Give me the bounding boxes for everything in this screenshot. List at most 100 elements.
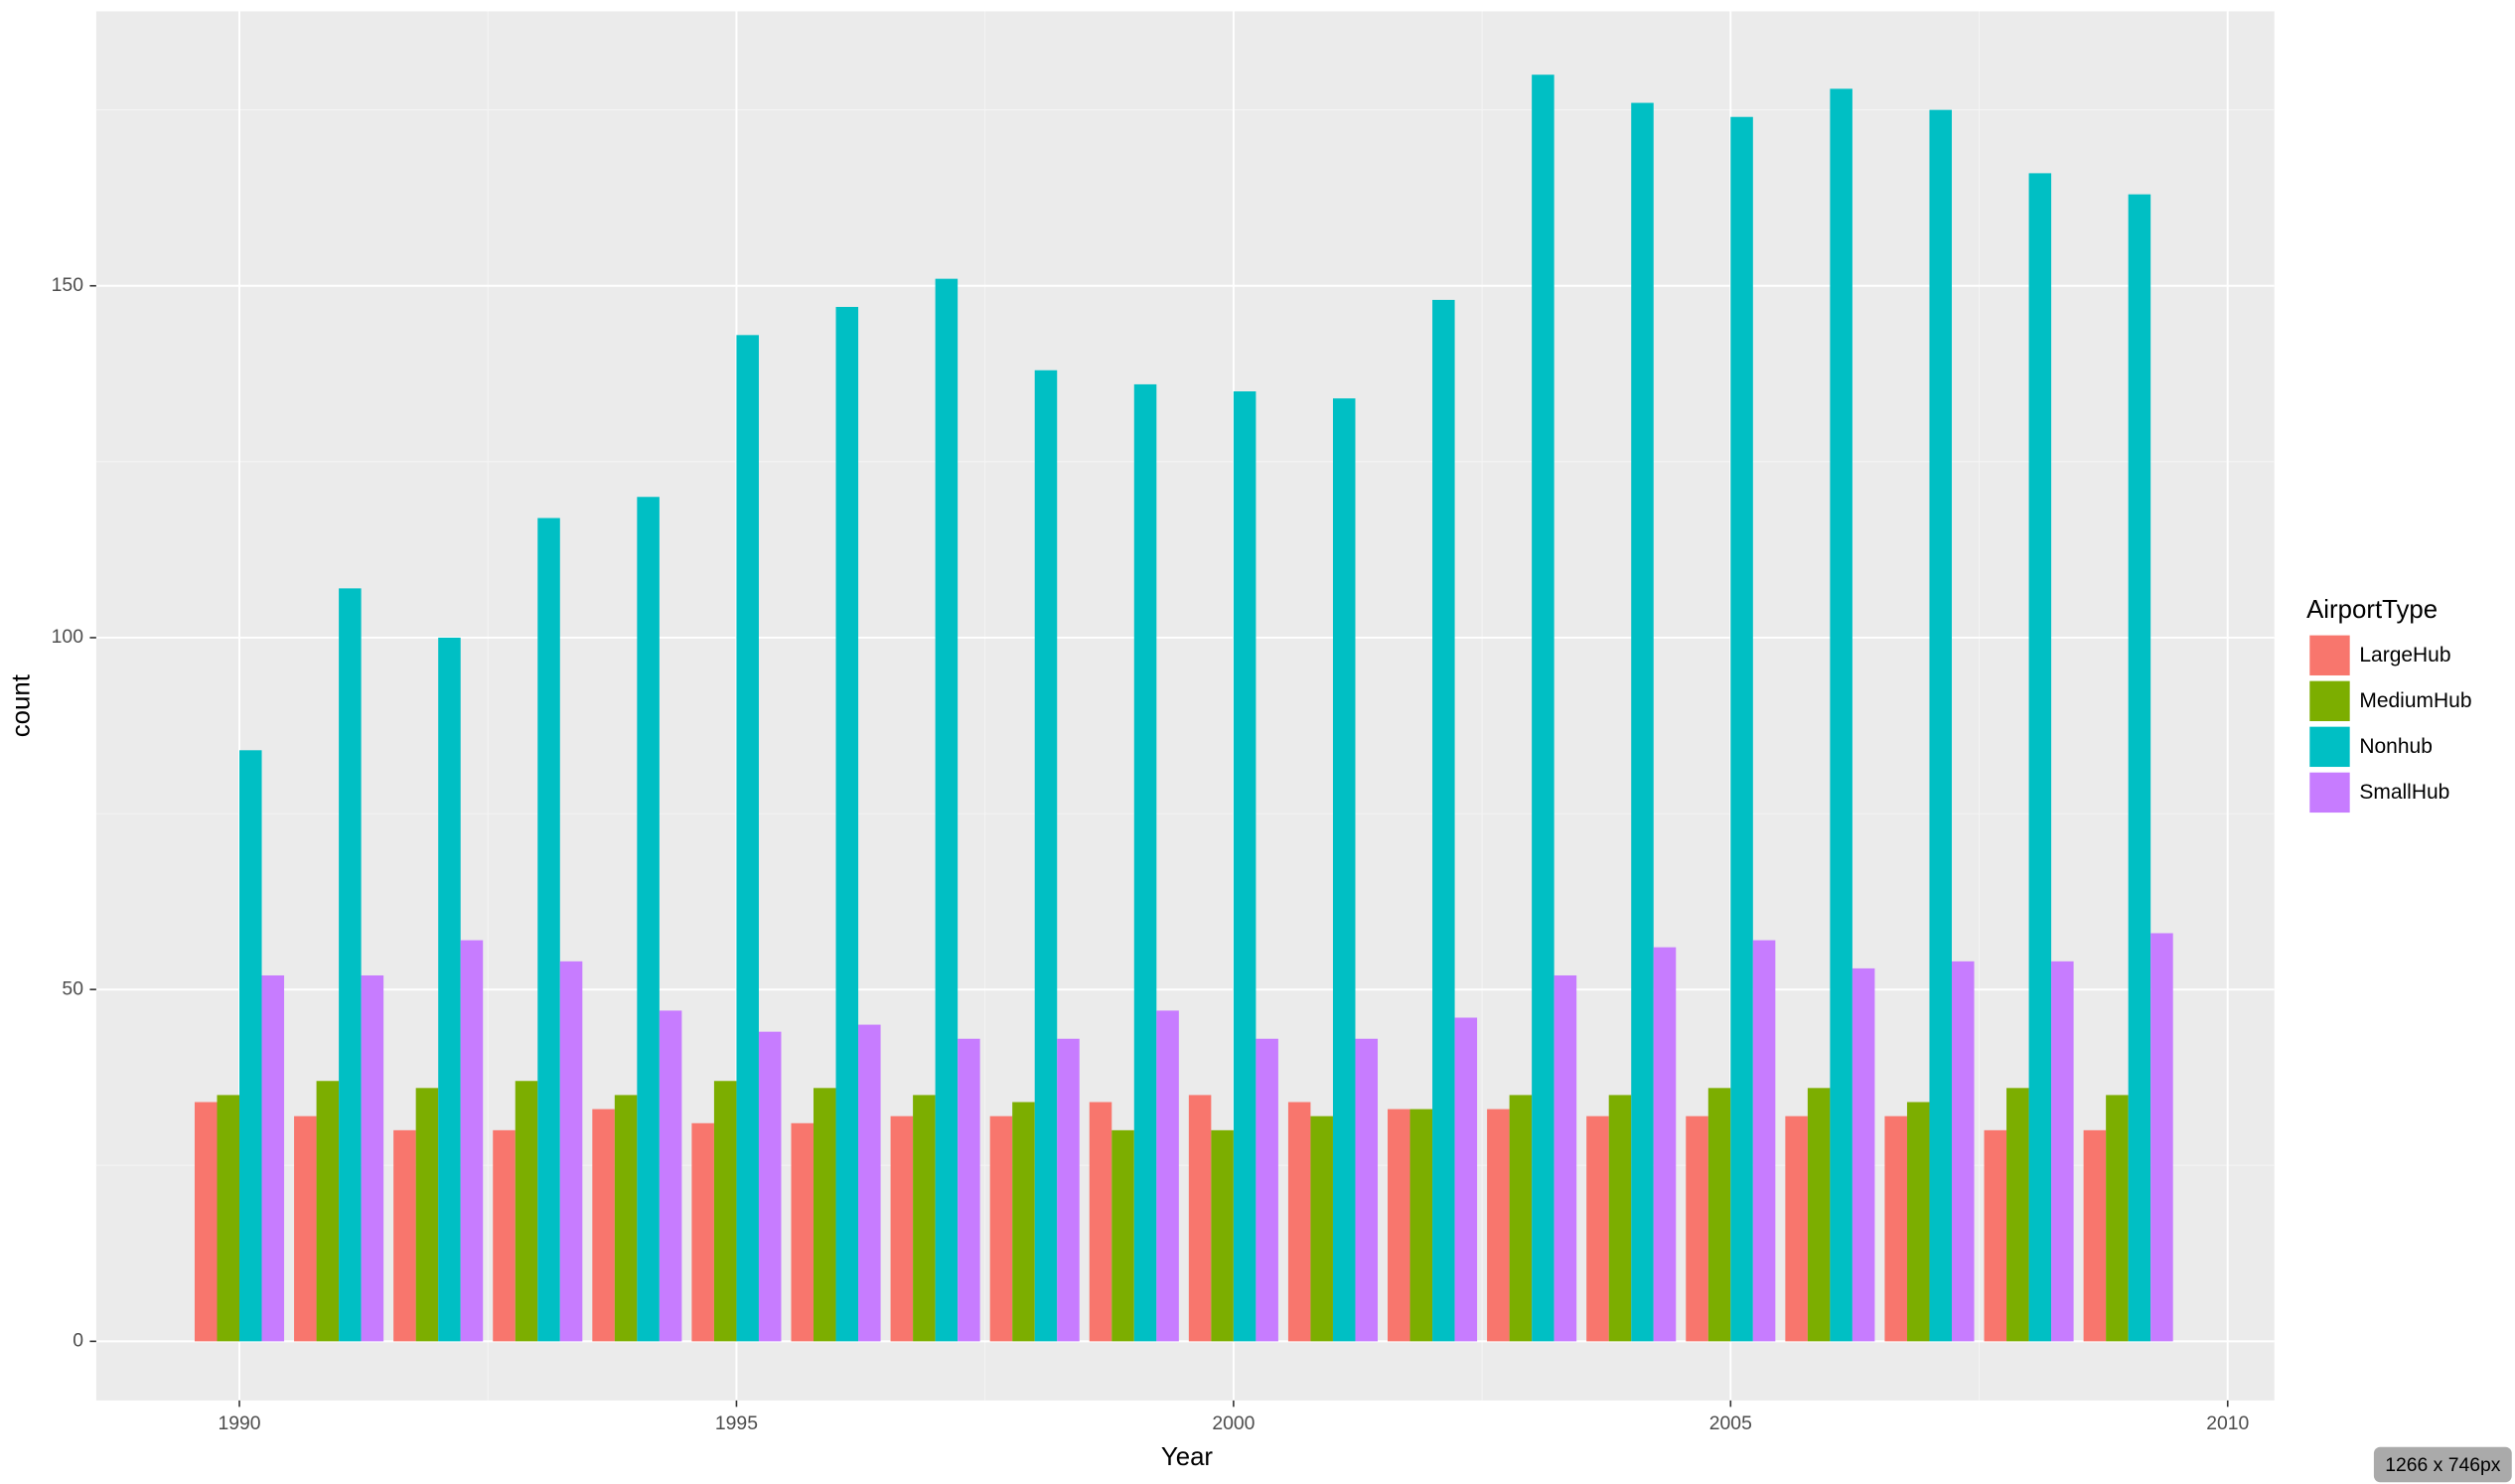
bar (217, 1095, 240, 1342)
legend-key (2309, 726, 2350, 768)
y-tick-label: 50 (62, 977, 83, 999)
bar (1906, 1102, 1930, 1342)
x-tick-label: 2000 (1212, 1412, 1255, 1434)
legend-key (2309, 635, 2350, 675)
bar (1830, 88, 1852, 1342)
legend-label: LargeHub (2359, 644, 2450, 667)
bar (2028, 173, 2052, 1342)
bar (1952, 961, 1975, 1342)
bar (1929, 109, 1953, 1342)
bar (713, 1081, 737, 1342)
bar (2106, 1095, 2129, 1342)
bar (1454, 1017, 1478, 1342)
bar (637, 497, 660, 1342)
legend-title: AirportType (2306, 596, 2438, 624)
bar (1211, 1129, 1234, 1342)
legend-key (2309, 772, 2350, 814)
bar (438, 637, 461, 1342)
bar (1608, 1095, 1632, 1342)
bar (361, 974, 384, 1342)
bar (537, 518, 560, 1342)
bar (239, 750, 262, 1342)
y-tick-label: 150 (52, 274, 84, 296)
bar (1156, 1010, 1179, 1342)
bar (2128, 194, 2151, 1342)
bar (2006, 1088, 2029, 1342)
y-tick-label: 0 (73, 1329, 83, 1351)
bar (614, 1095, 638, 1342)
bar (1034, 370, 1058, 1342)
bar (1487, 1109, 1510, 1342)
bar (1653, 947, 1677, 1342)
bar (294, 1115, 317, 1342)
size-badge-text: 1266 x 746px (2385, 1454, 2501, 1476)
bar (989, 1115, 1013, 1342)
bar (1089, 1102, 1112, 1342)
bar (1730, 116, 1753, 1342)
bar (559, 961, 583, 1342)
bar (592, 1109, 615, 1342)
bar (194, 1102, 218, 1342)
bar (515, 1081, 538, 1342)
x-tick-label: 2010 (2206, 1412, 2249, 1434)
bar (1388, 1109, 1410, 1342)
bar (1409, 1109, 1433, 1342)
bar (1355, 1038, 1379, 1342)
bar (1807, 1088, 1831, 1342)
legend-label: MediumHub (2359, 689, 2471, 712)
bar (1532, 74, 1554, 1342)
bar (736, 335, 759, 1342)
bar (493, 1129, 516, 1342)
bar (1884, 1115, 1907, 1342)
bar (1785, 1115, 1808, 1342)
bar (339, 588, 362, 1342)
bar (1012, 1102, 1035, 1342)
bar (835, 306, 859, 1342)
bar (814, 1088, 836, 1342)
bar (460, 940, 484, 1342)
legend-label: SmallHub (2359, 781, 2449, 804)
bar (958, 1038, 980, 1342)
bar (1586, 1115, 1609, 1342)
bar (1332, 398, 1356, 1342)
bar (659, 1010, 682, 1342)
bar (913, 1095, 936, 1342)
x-tick-label: 1990 (218, 1412, 260, 1434)
bar (791, 1122, 814, 1342)
bar (1256, 1038, 1278, 1342)
bar (1310, 1115, 1333, 1342)
bar (1984, 1129, 2007, 1342)
bar (1287, 1102, 1311, 1342)
bar (2150, 933, 2173, 1342)
bar (261, 974, 285, 1342)
bar (2083, 1129, 2107, 1342)
bar (1752, 940, 1776, 1342)
bar (935, 278, 959, 1342)
bar (1188, 1095, 1212, 1342)
size-badge (2373, 1446, 2512, 1483)
bar (1233, 391, 1257, 1342)
bar (415, 1088, 439, 1342)
bar (1707, 1088, 1731, 1342)
x-tick-label: 1995 (715, 1412, 758, 1434)
x-tick-label: 2005 (1709, 1412, 1752, 1434)
bar (691, 1122, 714, 1342)
bar (1686, 1115, 1708, 1342)
bar (1432, 299, 1455, 1342)
x-axis-title: Year (1161, 1443, 1214, 1471)
legend-label: Nonhub (2359, 735, 2433, 758)
bar (890, 1115, 914, 1342)
bar (1057, 1038, 1080, 1342)
y-tick-label: 100 (52, 626, 84, 648)
bar (1111, 1129, 1134, 1342)
y-axis-title: count (7, 674, 35, 737)
bar (1631, 102, 1654, 1342)
bar (2051, 961, 2074, 1342)
bar (758, 1031, 782, 1342)
bar (1133, 383, 1157, 1342)
bar (1553, 974, 1577, 1342)
bar (316, 1081, 340, 1342)
bar (858, 1024, 881, 1342)
